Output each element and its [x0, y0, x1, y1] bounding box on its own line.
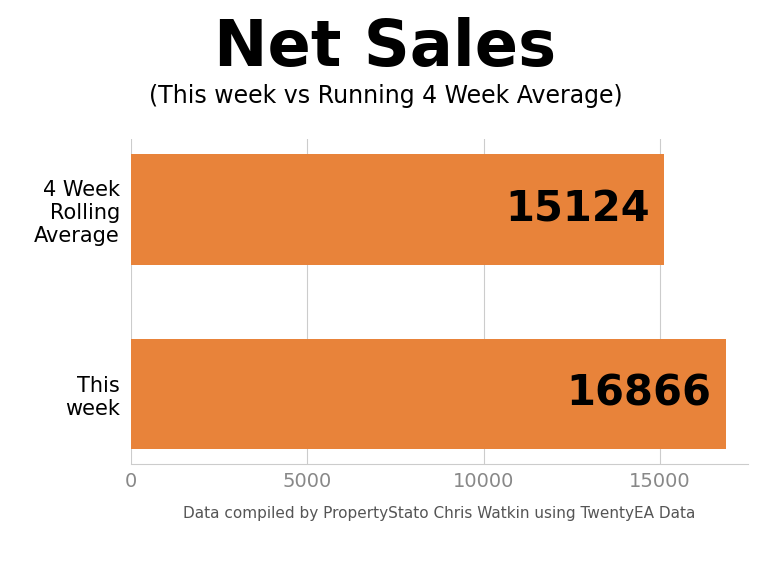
Text: 15124: 15124: [506, 188, 650, 230]
Text: (This week vs Running 4 Week Average): (This week vs Running 4 Week Average): [149, 84, 622, 108]
Bar: [131, 154, 664, 264]
Text: 16866: 16866: [567, 373, 712, 415]
Text: Data compiled by PropertyStato Chris Watkin using TwentyEA Data: Data compiled by PropertyStato Chris Wat…: [183, 506, 695, 521]
Bar: [131, 339, 726, 450]
Text: Net Sales: Net Sales: [214, 17, 557, 79]
